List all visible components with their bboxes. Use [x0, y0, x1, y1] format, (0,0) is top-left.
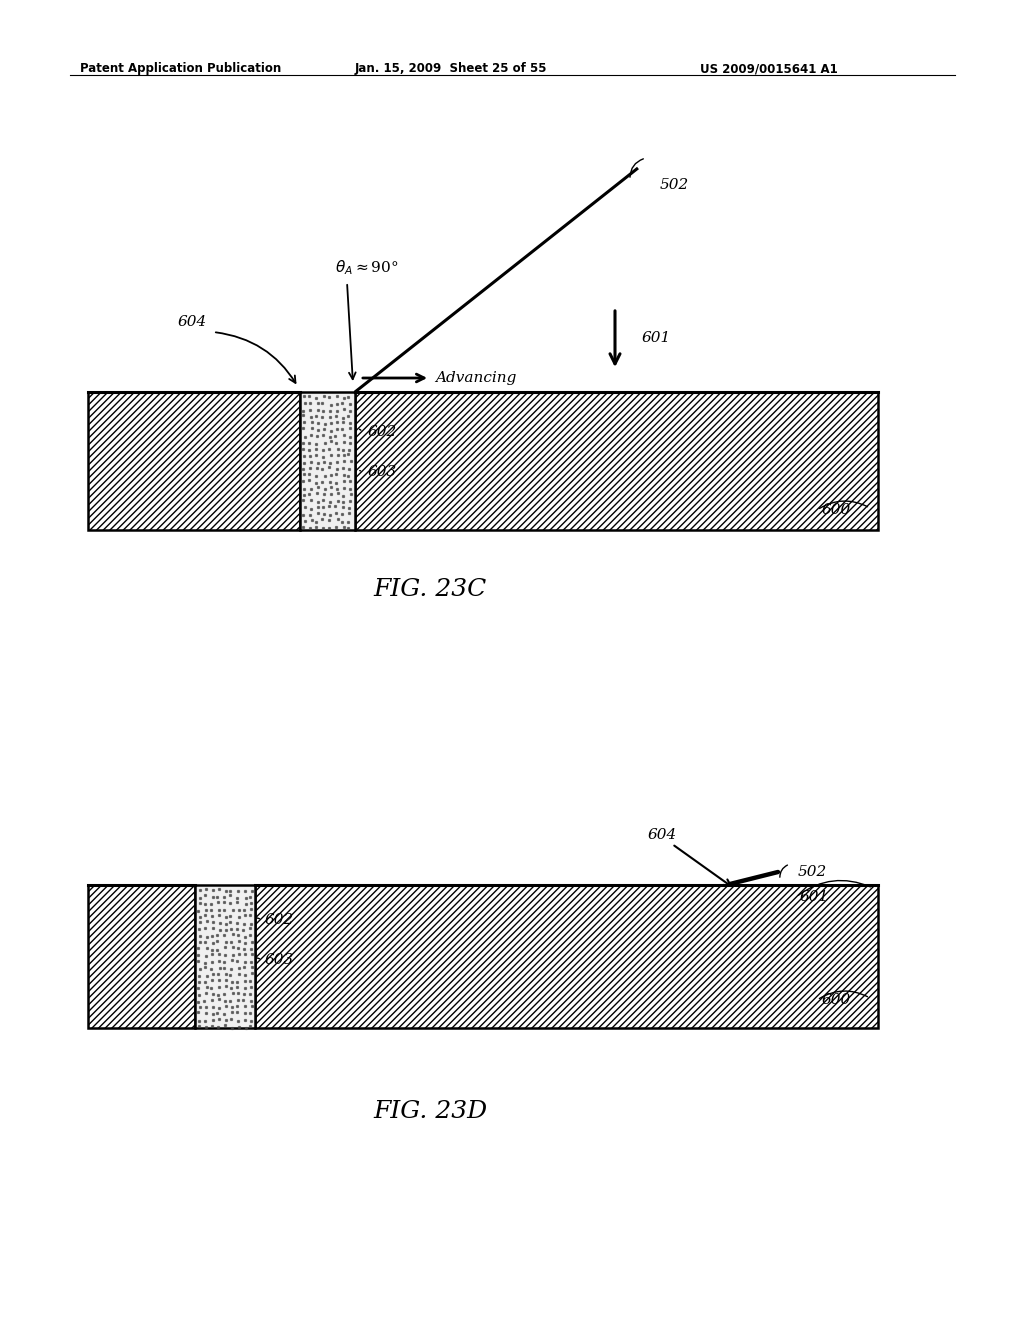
Polygon shape — [355, 392, 878, 531]
Text: 604: 604 — [648, 828, 677, 842]
Text: 602: 602 — [368, 425, 397, 440]
Text: 601: 601 — [800, 890, 829, 904]
Polygon shape — [300, 392, 355, 531]
Text: Patent Application Publication: Patent Application Publication — [80, 62, 282, 75]
Text: $\theta_A$$\approx$90°: $\theta_A$$\approx$90° — [335, 259, 398, 277]
Polygon shape — [255, 884, 878, 1028]
Text: 600: 600 — [822, 993, 851, 1007]
Polygon shape — [195, 884, 255, 1028]
Text: 502: 502 — [798, 865, 827, 879]
Text: FIG. 23D: FIG. 23D — [373, 1100, 487, 1123]
Text: Advancing: Advancing — [435, 371, 516, 385]
Polygon shape — [88, 392, 300, 531]
Text: US 2009/0015641 A1: US 2009/0015641 A1 — [700, 62, 838, 75]
Text: 603: 603 — [265, 953, 294, 968]
Text: 600: 600 — [822, 503, 851, 517]
Text: 502: 502 — [660, 178, 689, 191]
Text: 601: 601 — [642, 331, 672, 345]
Text: 604: 604 — [178, 315, 207, 329]
Text: FIG. 23C: FIG. 23C — [374, 578, 486, 601]
Polygon shape — [88, 884, 195, 1028]
Text: Jan. 15, 2009  Sheet 25 of 55: Jan. 15, 2009 Sheet 25 of 55 — [355, 62, 548, 75]
Text: 602: 602 — [265, 913, 294, 927]
Text: 603: 603 — [368, 465, 397, 479]
